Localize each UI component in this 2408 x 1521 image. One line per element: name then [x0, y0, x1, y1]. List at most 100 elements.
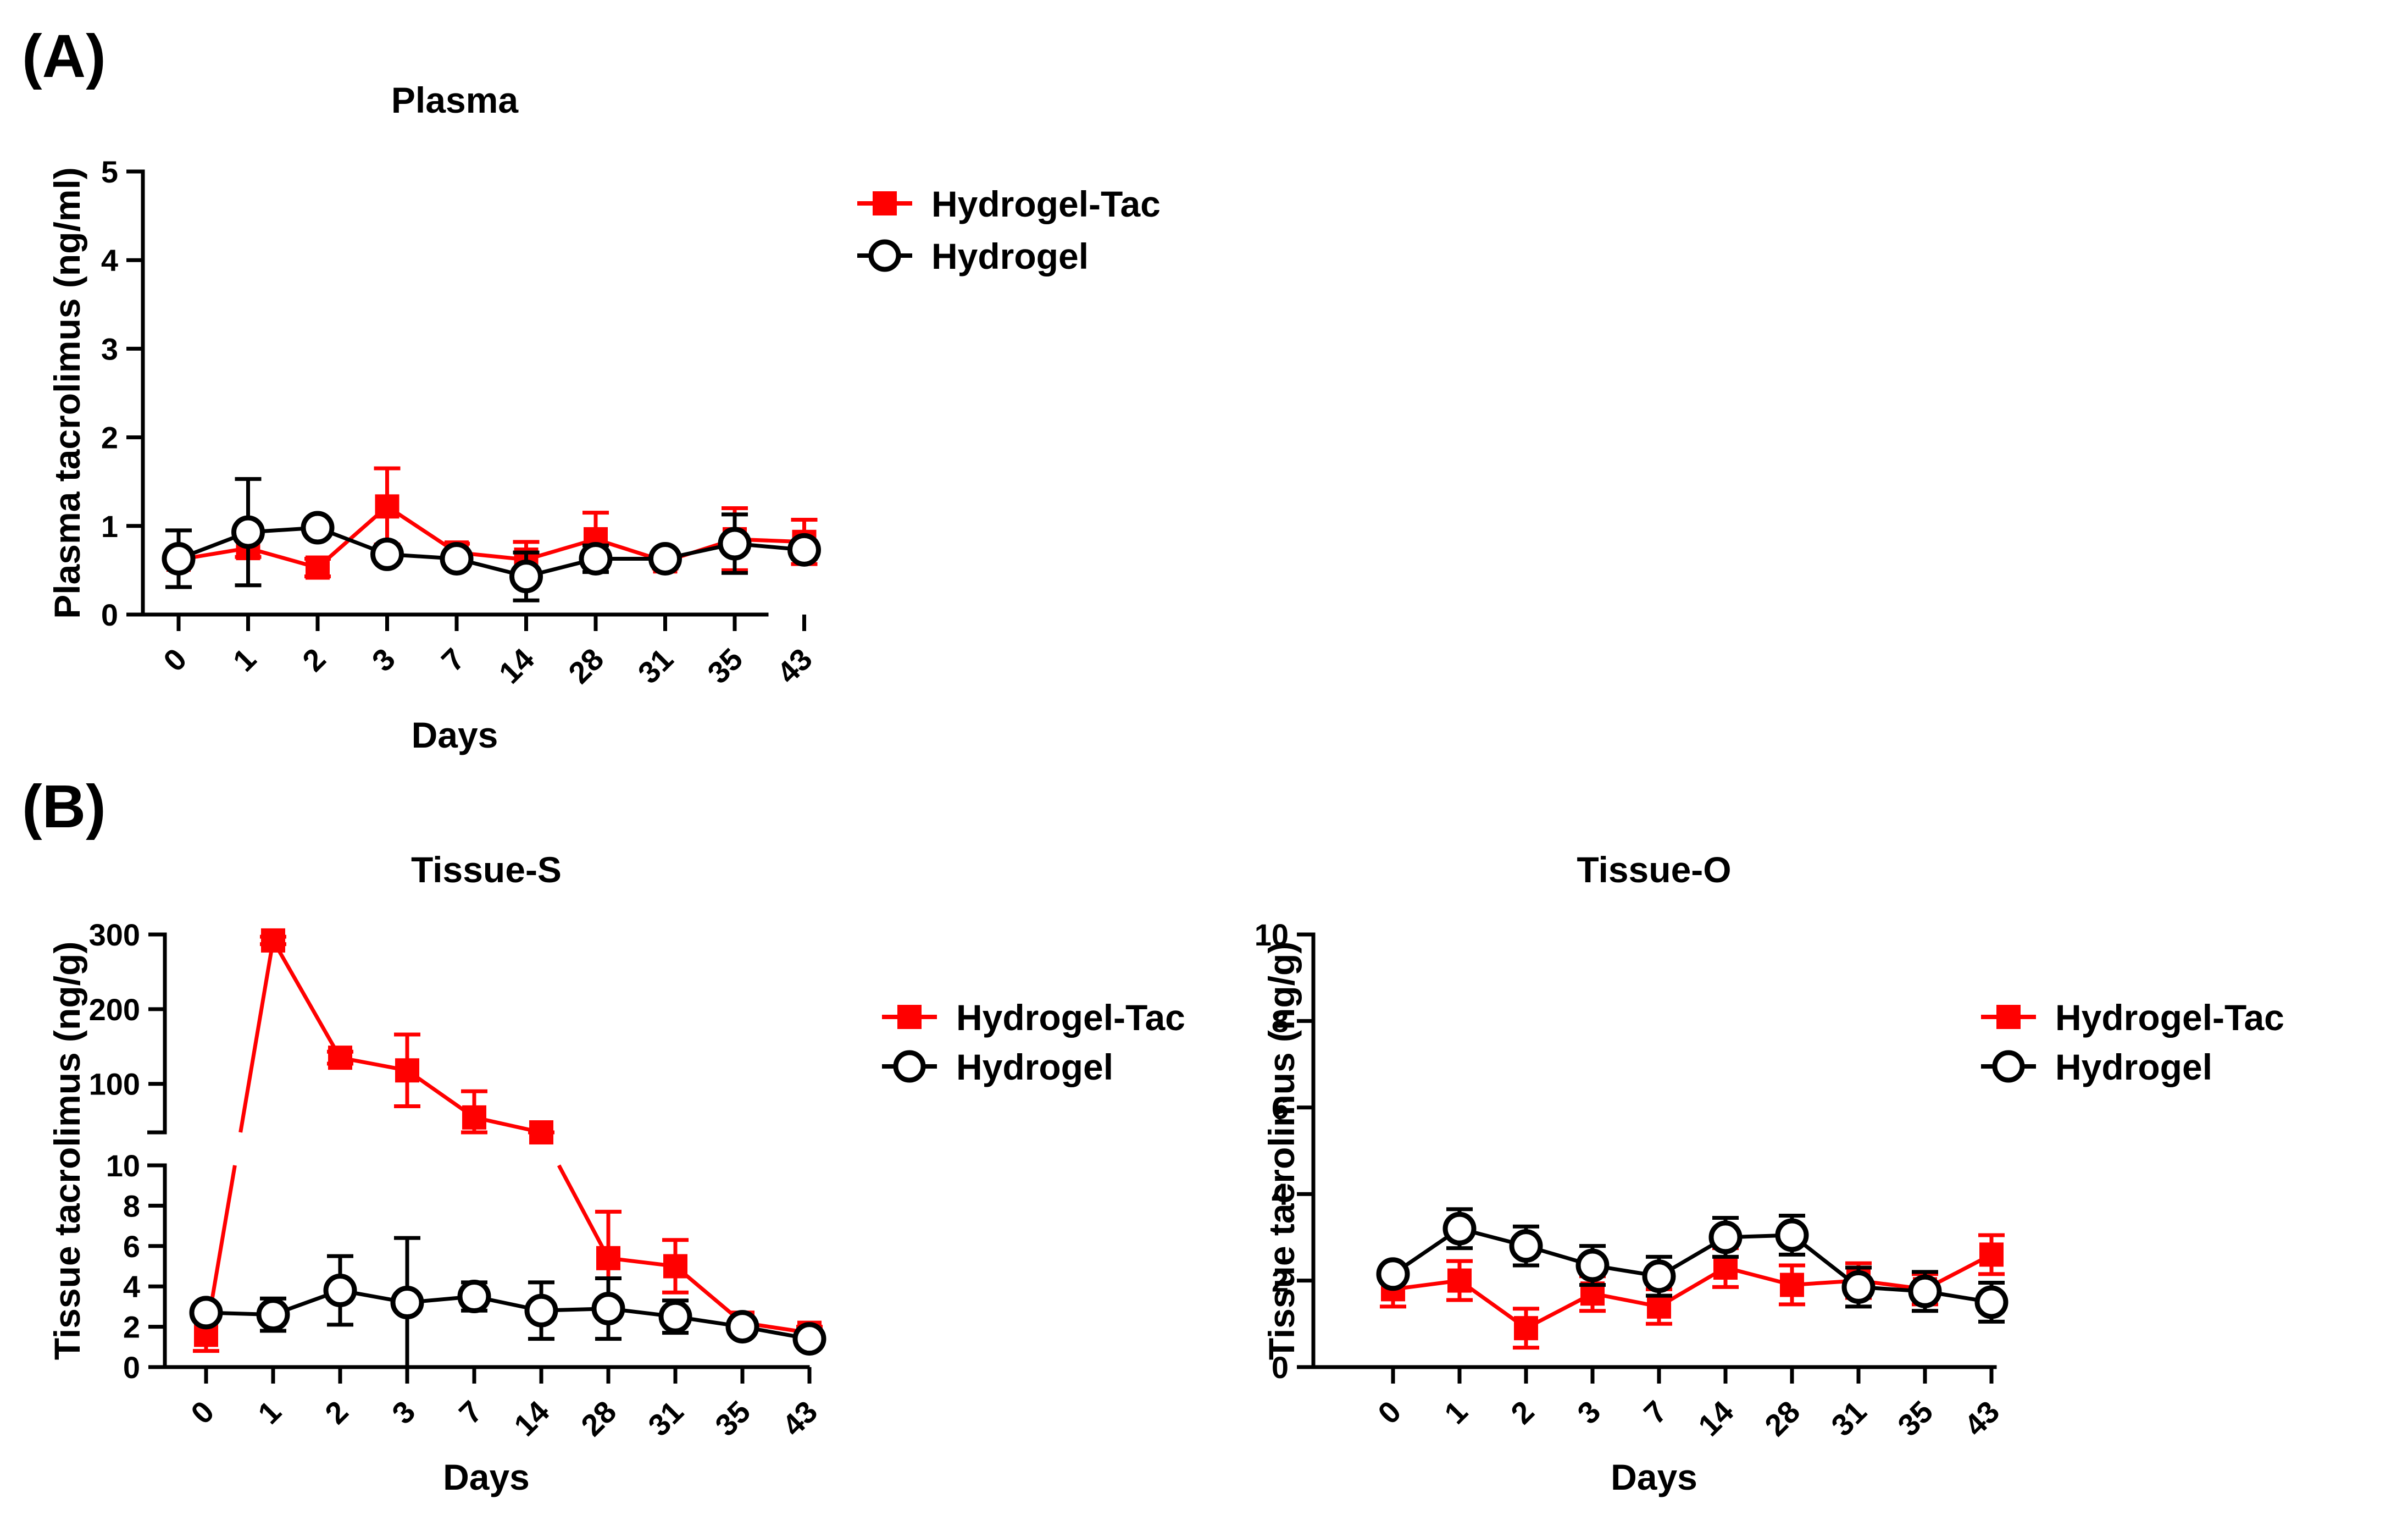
- y-tick-label: 1: [101, 509, 118, 544]
- x-tick-label: 35: [1891, 1394, 1940, 1443]
- hydrogel-point: [509, 560, 543, 594]
- y-tick-label: 2: [1272, 1264, 1289, 1298]
- x-tick-label: 7: [452, 1394, 489, 1431]
- legend-gel-label: Hydrogel: [931, 236, 1089, 276]
- legend-tac-marker: [1996, 1005, 2021, 1029]
- x-axis-label: Days: [443, 1457, 530, 1497]
- hydrogel-point: [1708, 1220, 1743, 1254]
- hydrogel-tac-point: [1647, 1294, 1671, 1319]
- hydrogel-line: [177, 526, 804, 579]
- x-tick-label: 35: [701, 641, 750, 690]
- x-tick-label: 1: [251, 1394, 288, 1431]
- x-tick-label: 1: [226, 641, 263, 678]
- hydrogel-point: [725, 1310, 759, 1344]
- y-axis-label: Plasma tacrolimus (ng/ml): [47, 167, 87, 619]
- y-tick-label: 5: [101, 154, 118, 189]
- legend-tac-marker: [873, 191, 897, 215]
- hydrogel-point: [231, 515, 265, 549]
- hydrogel-tac-line: [1392, 1253, 1993, 1331]
- hydrogel-point: [1974, 1285, 2008, 1319]
- y-tick-label: 6: [123, 1229, 140, 1264]
- x-tick-label: 1: [1438, 1394, 1474, 1431]
- plasma-legend: Hydrogel-Tac Hydrogel: [857, 184, 1161, 276]
- x-tick-label: 2: [318, 1394, 355, 1431]
- hydrogel-tac-point: [1514, 1316, 1538, 1341]
- x-tick-label: 31: [1824, 1394, 1873, 1443]
- y-tick-label: 8: [1272, 1004, 1289, 1038]
- hydrogel-point: [579, 541, 613, 576]
- hydrogel-point: [1509, 1229, 1543, 1263]
- y-axis-label: Tissue tacrolimus (ng/g): [1261, 942, 1302, 1360]
- x-tick-label: 0: [157, 641, 193, 678]
- y-tick-label: 8: [123, 1188, 140, 1223]
- hydrogel-point: [457, 1280, 491, 1314]
- x-tick-label: 31: [631, 641, 680, 690]
- hydrogel-point: [370, 537, 404, 571]
- hydrogel-point: [323, 1274, 357, 1308]
- hydrogel-point: [1575, 1248, 1610, 1282]
- hydrogel-point: [256, 1298, 290, 1332]
- x-tick-label: 0: [184, 1394, 221, 1431]
- x-tick-label: 28: [574, 1394, 623, 1443]
- y-tick-label: 200: [89, 992, 140, 1027]
- legend-gel-marker: [893, 1050, 926, 1083]
- hydrogel-line: [206, 1288, 810, 1341]
- legend-tac-label: Hydrogel-Tac: [931, 184, 1161, 224]
- hydrogel-tac-point: [529, 1120, 553, 1144]
- legend-tac-marker: [897, 1005, 922, 1029]
- x-tick-label: 14: [507, 1394, 556, 1443]
- y-tick-label: 4: [123, 1269, 140, 1304]
- x-tick-label: 43: [1957, 1394, 2006, 1443]
- hydrogel-point: [591, 1292, 625, 1326]
- hydrogel-point: [1775, 1218, 1809, 1252]
- y-tick-label: 6: [1272, 1091, 1289, 1125]
- hydrogel-point: [524, 1293, 558, 1328]
- y-tick-label: 4: [101, 243, 118, 278]
- hydrogel-point: [1642, 1259, 1676, 1293]
- chart-title: Tissue-O: [1577, 849, 1731, 890]
- series-line-segment: [238, 940, 275, 1133]
- x-axis-label: Days: [412, 715, 498, 755]
- hydrogel-tac-point: [1979, 1242, 2004, 1267]
- x-tick-label: 43: [770, 641, 819, 690]
- hydrogel-point: [162, 541, 196, 576]
- y-tick-label: 10: [1255, 917, 1289, 952]
- x-tick-label: 2: [1504, 1394, 1541, 1431]
- hydrogel-point: [189, 1296, 223, 1330]
- x-tick-label: 3: [1571, 1394, 1607, 1431]
- hydrogel-tac-point: [375, 494, 400, 519]
- y-tick-label: 10: [106, 1148, 140, 1183]
- hydrogel-tac-point: [1447, 1268, 1472, 1293]
- x-tick-label: 7: [1637, 1394, 1674, 1431]
- hydrogel-point: [1908, 1274, 1942, 1308]
- y-tick-label: 4: [1272, 1177, 1289, 1212]
- y-tick-label: 300: [89, 917, 140, 952]
- x-tick-label: 14: [1691, 1394, 1740, 1443]
- hydrogel-point: [301, 511, 335, 545]
- x-tick-label: 2: [296, 641, 332, 678]
- x-tick-label: 43: [775, 1394, 824, 1443]
- hydrogel-tac-point: [1780, 1273, 1804, 1297]
- hydrogel-point: [440, 541, 474, 576]
- hydrogel-tac-point: [328, 1046, 352, 1070]
- hydrogel-point: [787, 533, 821, 567]
- legend-tac-label: Hydrogel-Tac: [2055, 997, 2284, 1038]
- legend-gel-marker: [1992, 1050, 2025, 1083]
- chart-title: Plasma: [391, 80, 519, 120]
- legend-gel-marker: [868, 239, 901, 272]
- tissue-s-legend: Hydrogel-Tac Hydrogel: [882, 997, 1185, 1087]
- y-tick-label: 2: [123, 1310, 140, 1345]
- hydrogel-tac-point: [596, 1246, 620, 1270]
- y-tick-label: 0: [1272, 1350, 1289, 1385]
- panel-label-b: (B): [22, 773, 106, 840]
- y-axis-label: Tissue tacrolimus (ng/g): [47, 942, 87, 1360]
- hydrogel-point: [658, 1299, 692, 1334]
- x-tick-label: 28: [1758, 1394, 1807, 1443]
- hydrogel-point: [718, 527, 752, 561]
- panel-label-a: (A): [22, 23, 106, 90]
- series-line-segment: [271, 939, 342, 1059]
- tissue-o-legend: Hydrogel-Tac Hydrogel: [1981, 997, 2284, 1087]
